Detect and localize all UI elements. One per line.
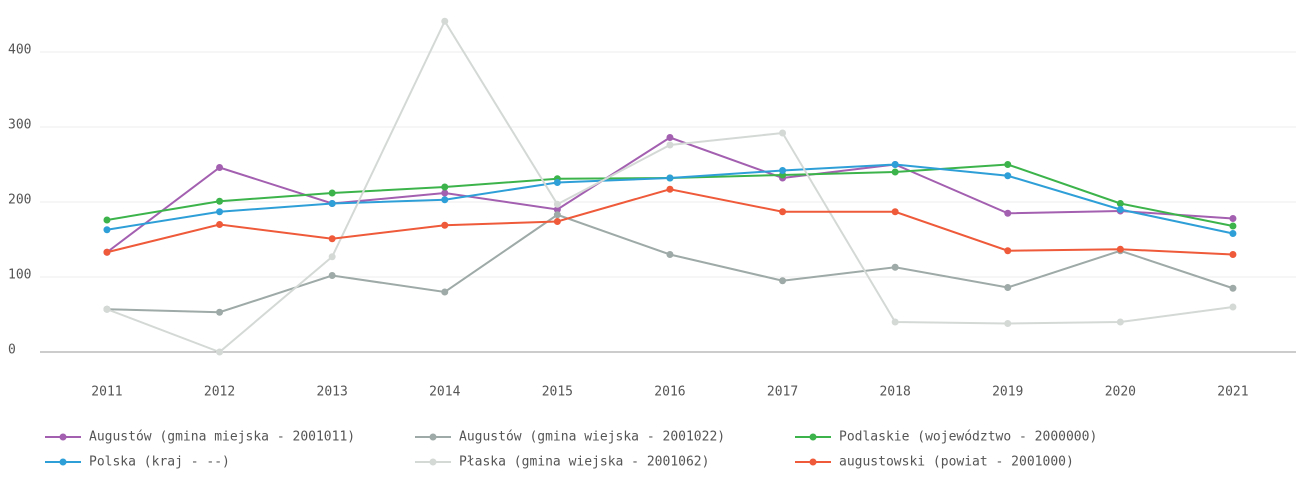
point (779, 277, 787, 285)
x-tick-label: 2011 (91, 385, 122, 400)
y-tick-label: 100 (8, 268, 31, 283)
legend-marker (429, 458, 437, 466)
series-line (106, 188, 1233, 256)
y-tick-label: 0 (8, 343, 16, 358)
legend-marker (429, 433, 437, 441)
point (891, 263, 899, 271)
point (441, 221, 449, 229)
point (328, 189, 336, 197)
legend-label: Augustów (gmina miejska - 2001011) (89, 430, 355, 445)
legend-label: Podlaskie (województwo - 2000000) (839, 430, 1097, 445)
point (666, 141, 674, 149)
legend-marker (809, 458, 817, 466)
point (328, 200, 336, 207)
point (1004, 172, 1012, 180)
x-tick-label: 2012 (204, 385, 235, 400)
point (1004, 209, 1012, 217)
point (779, 167, 787, 174)
point (1004, 247, 1012, 255)
legend-marker (809, 433, 817, 441)
point (891, 161, 899, 168)
point (216, 208, 224, 216)
legend-label: augustowski (powiat - 2001000) (839, 455, 1074, 470)
point (891, 318, 899, 326)
legend-label: Płaska (gmina wiejska - 2001062) (459, 455, 709, 470)
point (779, 129, 787, 137)
point (1116, 206, 1124, 213)
x-tick-label: 2017 (767, 385, 798, 400)
legend-marker (59, 458, 67, 466)
point (441, 189, 449, 197)
point (328, 253, 336, 261)
point (216, 197, 224, 205)
y-tick-label: 300 (8, 118, 31, 133)
legend-marker (59, 433, 67, 441)
point (1229, 215, 1237, 222)
series-line (106, 213, 1234, 314)
point (553, 211, 561, 219)
point (103, 248, 111, 256)
x-tick-label: 2013 (317, 385, 348, 400)
point (891, 208, 899, 216)
point (1229, 251, 1237, 258)
x-tick-label: 2021 (1217, 385, 1248, 400)
point (103, 305, 111, 313)
point (553, 206, 561, 213)
point (1229, 284, 1237, 292)
point (328, 272, 336, 279)
point (553, 179, 561, 186)
point (216, 348, 224, 356)
point (441, 288, 449, 296)
point (216, 164, 224, 171)
point (1004, 284, 1012, 291)
point (328, 235, 336, 243)
point (553, 200, 561, 208)
x-tick-label: 2016 (654, 385, 685, 400)
point (1229, 222, 1237, 230)
y-tick-label: 200 (8, 193, 31, 208)
point (216, 308, 224, 316)
series-line (106, 163, 1234, 227)
point (553, 218, 561, 225)
point (441, 17, 449, 25)
y-tick-label: 400 (8, 43, 31, 58)
point (1116, 200, 1124, 207)
point (666, 185, 674, 193)
point (666, 251, 674, 258)
point (103, 216, 111, 224)
point (1229, 303, 1237, 311)
point (103, 226, 111, 234)
x-tick-label: 2014 (429, 385, 460, 400)
legend-label: Polska (kraj - --) (89, 455, 230, 470)
point (216, 221, 224, 228)
x-tick-label: 2020 (1105, 385, 1136, 400)
point (1116, 245, 1124, 253)
point (441, 196, 449, 204)
point (666, 134, 674, 141)
series-line (106, 136, 1234, 254)
x-tick-label: 2019 (992, 385, 1023, 400)
x-tick-label: 2015 (542, 385, 573, 400)
x-tick-label: 2018 (879, 385, 910, 400)
point (1229, 230, 1237, 237)
point (1116, 318, 1124, 326)
point (1004, 161, 1012, 168)
point (779, 208, 787, 216)
point (441, 183, 449, 191)
point (666, 174, 674, 182)
legend-label: Augustów (gmina wiejska - 2001022) (459, 430, 725, 445)
point (891, 168, 899, 176)
point (1004, 320, 1012, 327)
